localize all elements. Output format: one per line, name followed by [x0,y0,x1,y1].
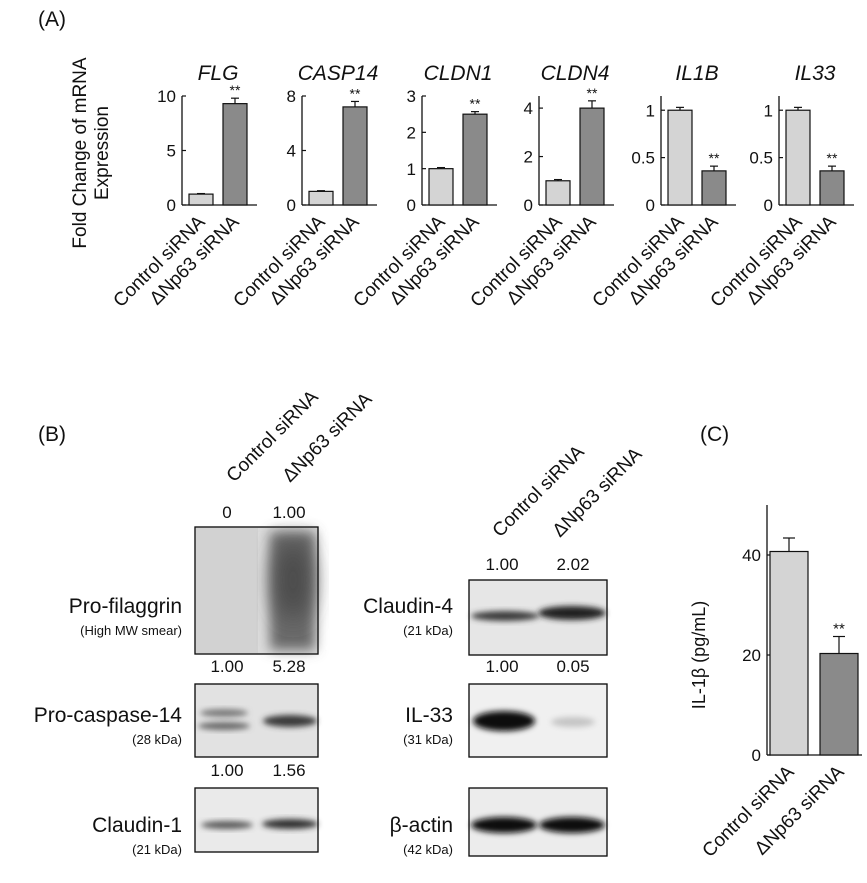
blot-claudin-4 [468,579,608,656]
protein-detail: (28 kDa) [132,732,182,747]
blot-quant: 1.00 [210,657,243,676]
protein-name: β-actin [389,814,453,837]
panel-label-b: (B) [38,423,66,446]
blot-quant: 1.56 [272,761,305,780]
bar-control [188,193,214,206]
protein-detail: (21 kDa) [403,623,453,638]
panel-label-c: (C) [700,423,729,446]
y-tick-label: 3 [407,87,416,106]
blot-beta-actin [468,787,608,857]
y-tick-label: 0.5 [749,149,773,168]
significance-marker: ** [350,85,361,101]
significance-marker: ** [230,82,241,98]
significance-marker: ** [709,150,720,166]
y-tick-label: 0.5 [631,149,655,168]
y-tick-label: 0 [407,196,416,215]
protein-name: IL-33 [405,704,453,727]
subplot-title: IL33 [795,62,836,85]
protein-detail: (21 kDa) [132,842,182,857]
y-tick-label: 1 [646,101,655,120]
y-tick-label: 20 [742,646,761,665]
protein-detail: (31 kDa) [403,732,453,747]
blot-label-il-33: IL-33 (31 kDa) [300,704,453,747]
protein-name: Pro-caspase-14 [33,704,182,727]
bar-control [785,109,811,206]
bar-knockdown [579,107,605,206]
panel-a-ylabel-line1: Fold Change of mRNA [70,57,91,248]
blot-pro-caspase-14 [194,683,319,758]
y-tick-label: 4 [287,142,296,161]
subplot-title: CLDN1 [424,62,493,85]
blot-pro-filaggrin [194,526,319,655]
y-tick-label: 1 [407,160,416,179]
protein-name: Claudin-1 [92,814,182,837]
blot-quant: 5.28 [272,657,305,676]
blot-label-pro-caspase-14: Pro-caspase-14 (28 kDa) [0,704,182,747]
blot-quant: 0 [222,503,231,522]
subplot-title: CASP14 [298,62,379,85]
blot-quant: 0.05 [556,657,589,676]
y-tick-label: 2 [524,148,533,167]
significance-marker: ** [827,150,838,166]
y-tick-label: 0 [524,196,533,215]
blot-label-beta-actin: β-actin (42 kDa) [300,814,453,857]
y-tick-label: 10 [157,87,176,106]
y-tick-label: 2 [407,123,416,142]
blot-quant: 1.00 [272,503,305,522]
bar-knockdown [819,170,845,206]
y-tick-label: 4 [524,99,533,118]
y-tick-label: 1 [764,101,773,120]
bar-control [428,168,454,206]
blot-il-33 [468,683,608,758]
blot-label-claudin-4: Claudin-4 (21 kDa) [300,595,453,638]
bar-control [769,550,809,756]
subplot-title: CLDN4 [541,62,610,85]
protein-detail: (High MW smear) [80,623,182,638]
bar-knockdown [222,103,248,206]
blot-label-claudin-1: Claudin-1 (21 kDa) [0,814,182,857]
bar-knockdown [701,170,727,206]
subplot-title: FLG [198,62,239,85]
blot-quant: 1.00 [485,555,518,574]
x-category-label: ΔNp63 siRNA [751,761,849,859]
bar-knockdown [462,113,488,206]
protein-name: Pro-filaggrin [68,595,182,618]
bar-control [545,180,571,206]
bar-knockdown [342,106,368,206]
y-tick-label: 0 [646,196,655,215]
blot-claudin-1 [194,787,319,853]
y-tick-label: 0 [752,746,761,765]
panel-a-ylabel-line2: Expression [92,106,113,200]
y-tick-label: 40 [742,546,761,565]
blot-quant: 2.02 [556,555,589,574]
bar-control [667,109,693,206]
y-tick-label: 0 [167,196,176,215]
protein-detail: (42 kDa) [403,842,453,857]
panel-c-ylabel: IL-1β (pg/mL) [689,601,709,709]
blot-quant: 1.00 [210,761,243,780]
subplot-title: IL1B [675,62,718,85]
bar-knockdown [819,652,859,756]
bar-control [308,190,334,206]
blot-label-pro-filaggrin: Pro-filaggrin (High MW smear) [0,595,182,638]
blot-quant: 1.00 [485,657,518,676]
panel-label-a: (A) [38,8,66,31]
significance-marker: ** [470,96,481,112]
y-tick-label: 8 [287,87,296,106]
significance-marker: ** [587,85,598,101]
y-tick-label: 5 [167,142,176,161]
y-tick-label: 0 [764,196,773,215]
y-tick-label: 0 [287,196,296,215]
protein-name: Claudin-4 [363,595,453,618]
significance-marker: ** [833,621,845,638]
